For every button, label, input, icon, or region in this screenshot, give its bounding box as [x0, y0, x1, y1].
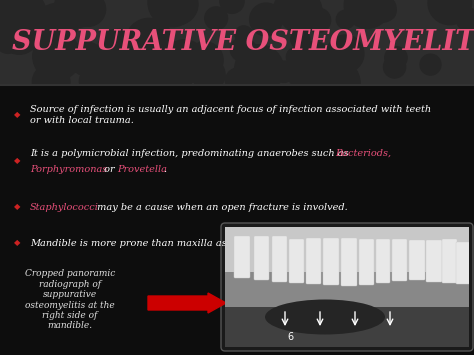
Circle shape [71, 0, 106, 26]
Circle shape [0, 0, 23, 36]
FancyBboxPatch shape [442, 239, 457, 283]
FancyBboxPatch shape [456, 242, 470, 284]
Circle shape [127, 37, 168, 78]
FancyBboxPatch shape [392, 239, 407, 281]
Circle shape [311, 59, 360, 108]
Circle shape [369, 0, 396, 22]
Circle shape [273, 61, 294, 82]
Circle shape [133, 21, 173, 61]
Circle shape [106, 29, 132, 56]
Bar [225, 227, 469, 277]
Circle shape [235, 45, 283, 94]
Circle shape [4, 0, 29, 20]
FancyBboxPatch shape [306, 238, 321, 284]
Circle shape [380, 4, 396, 20]
Circle shape [279, 0, 322, 33]
Circle shape [79, 67, 107, 95]
Circle shape [344, 0, 391, 28]
Circle shape [336, 10, 355, 29]
FancyBboxPatch shape [0, 0, 474, 85]
Text: ◆: ◆ [14, 202, 20, 212]
Circle shape [307, 8, 331, 32]
Text: It is a polymicrobial infection, predominating anaerobes such as: It is a polymicrobial infection, predomi… [30, 148, 352, 158]
Circle shape [250, 3, 283, 36]
Circle shape [32, 64, 70, 101]
Circle shape [162, 40, 206, 84]
Circle shape [291, 30, 310, 49]
Circle shape [297, 42, 331, 75]
Circle shape [57, 7, 76, 26]
Circle shape [327, 35, 364, 72]
Circle shape [286, 50, 326, 90]
Circle shape [147, 53, 192, 98]
Text: SUPPURATIVE OSTEOMYELITIS: SUPPURATIVE OSTEOMYELITIS [12, 29, 474, 56]
Circle shape [274, 0, 293, 16]
FancyBboxPatch shape [0, 85, 474, 355]
Text: Bacteriods,: Bacteriods, [335, 148, 391, 158]
FancyBboxPatch shape [323, 238, 339, 285]
FancyArrow shape [148, 293, 226, 313]
Circle shape [220, 0, 244, 13]
FancyBboxPatch shape [234, 236, 250, 278]
Text: Porphyromonas: Porphyromonas [30, 164, 108, 174]
Circle shape [0, 15, 39, 54]
FancyBboxPatch shape [426, 240, 442, 282]
Text: may be a cause when an open fracture is involved.: may be a cause when an open fracture is … [94, 202, 348, 212]
Circle shape [33, 32, 81, 80]
Text: .: . [163, 164, 166, 174]
Circle shape [192, 58, 225, 91]
Circle shape [157, 0, 198, 24]
Text: or: or [101, 164, 118, 174]
Circle shape [70, 42, 104, 76]
Text: Cropped panoramic
radiograph of
suppurative
osteomyelitis at the
right side of
m: Cropped panoramic radiograph of suppurat… [25, 269, 115, 331]
Text: 6: 6 [287, 332, 293, 342]
Bar [225, 272, 469, 307]
Circle shape [37, 50, 67, 81]
Ellipse shape [265, 300, 385, 334]
Circle shape [117, 64, 154, 100]
Circle shape [0, 29, 20, 53]
Circle shape [36, 4, 78, 45]
Circle shape [456, 8, 474, 31]
Circle shape [173, 0, 194, 16]
FancyBboxPatch shape [341, 238, 357, 286]
FancyBboxPatch shape [289, 239, 304, 283]
FancyBboxPatch shape [359, 239, 374, 285]
Circle shape [9, 0, 46, 29]
Text: ◆: ◆ [14, 157, 20, 165]
Circle shape [125, 57, 164, 96]
FancyBboxPatch shape [409, 240, 425, 280]
Text: Mandible is more prone than maxilla as vascular supply is readily compromised.: Mandible is more prone than maxilla as v… [30, 239, 429, 247]
Circle shape [126, 18, 173, 65]
Circle shape [205, 7, 228, 30]
Circle shape [96, 66, 121, 91]
Circle shape [385, 47, 407, 69]
Circle shape [286, 0, 318, 26]
Text: Source of infection is usually an adjacent focus of infection associated with te: Source of infection is usually an adjace… [30, 105, 431, 125]
Circle shape [186, 42, 223, 79]
FancyBboxPatch shape [221, 223, 473, 351]
Circle shape [148, 0, 197, 27]
Circle shape [235, 26, 253, 43]
Circle shape [226, 68, 251, 93]
Circle shape [52, 46, 81, 75]
Circle shape [230, 38, 254, 61]
Text: Provetella: Provetella [117, 164, 167, 174]
Circle shape [420, 54, 441, 75]
Text: Staphylococci: Staphylococci [30, 202, 99, 212]
Circle shape [279, 61, 297, 80]
Circle shape [383, 56, 406, 78]
Circle shape [97, 29, 139, 71]
FancyBboxPatch shape [376, 239, 390, 283]
Circle shape [286, 48, 304, 66]
Circle shape [428, 0, 472, 24]
Bar [225, 302, 469, 347]
Circle shape [152, 44, 186, 78]
Text: ◆: ◆ [14, 110, 20, 120]
FancyBboxPatch shape [254, 236, 269, 280]
Circle shape [239, 40, 256, 57]
Text: ◆: ◆ [14, 239, 20, 247]
FancyBboxPatch shape [272, 236, 287, 282]
Circle shape [55, 0, 98, 28]
